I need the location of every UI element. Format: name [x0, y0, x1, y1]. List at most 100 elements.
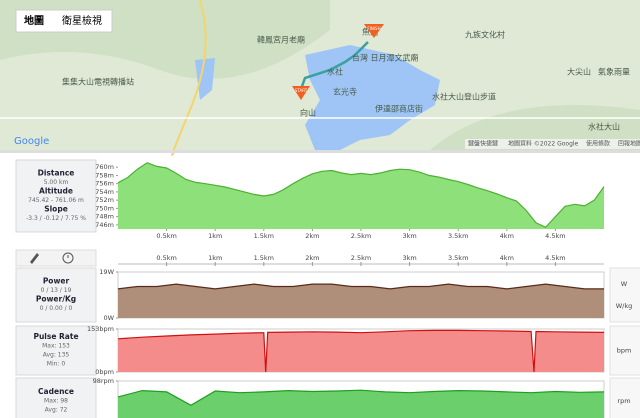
x-tick-label: 1.5km — [254, 254, 274, 262]
x-tick-label: 4km — [500, 232, 514, 240]
place-label[interactable]: 集集大山電視轉播站 — [62, 77, 134, 87]
unit-label: bpm — [617, 347, 632, 355]
footer-text: 地圖資料 ©2022 Google — [508, 140, 579, 148]
x-tick-label: 3km — [402, 254, 416, 262]
x-tick-label: 1km — [208, 232, 222, 240]
place-label[interactable]: 氣象雨量 — [598, 67, 630, 77]
y-tick-label: 98rpm — [93, 377, 114, 385]
x-tick-label: 1.5km — [254, 232, 274, 240]
unit-label: W/kg — [616, 302, 633, 310]
area-fill — [118, 390, 604, 418]
y-tick-label: 19W — [99, 268, 114, 276]
y-tick-label: 0W — [103, 314, 114, 322]
divider — [0, 150, 640, 153]
info-label: Distance — [38, 169, 75, 178]
map-footer — [465, 139, 640, 149]
y-tick-label: 746m — [95, 221, 114, 229]
area-fill — [118, 330, 604, 372]
area-line — [117, 283, 604, 290]
footer-link[interactable]: 使用條款 — [586, 140, 610, 148]
unit-label: W — [621, 280, 628, 288]
y-tick-label: 748m — [95, 213, 114, 221]
info-box — [15, 267, 97, 323]
info-value: Avg: 72 — [45, 407, 68, 414]
place-label[interactable]: 水社大山登山步道 — [432, 92, 496, 102]
y-tick-label: 760m — [95, 163, 114, 171]
x-tick-label: 3.5km — [448, 232, 468, 240]
google-logo: Google — [14, 136, 49, 147]
x-tick-label: 2km — [305, 254, 319, 262]
place-label[interactable]: 水社 — [327, 67, 343, 77]
area-fill — [118, 284, 604, 318]
area-line — [117, 389, 605, 406]
place-label[interactable]: 玄光寺 — [333, 87, 357, 97]
map-type-bar — [15, 9, 113, 33]
info-value: Max: 153 — [42, 343, 70, 350]
unit-box — [609, 325, 640, 376]
route — [298, 41, 369, 93]
road — [171, 0, 207, 156]
y-tick-label: 153bpm — [87, 325, 114, 333]
place-label[interactable]: 伊達邵商店街 — [375, 104, 423, 114]
info-box — [15, 159, 97, 233]
info-box — [15, 377, 97, 418]
info-box — [15, 325, 97, 376]
y-tick-label: 754m — [95, 188, 114, 196]
footer-link[interactable]: 鍵盤快捷鍵 — [468, 140, 498, 148]
terrain — [430, 105, 640, 150]
x-tick-label: 1km — [208, 254, 222, 262]
info-label: Power — [43, 277, 70, 286]
x-tick-label: 4.5km — [545, 232, 565, 240]
edit-icon[interactable] — [30, 253, 39, 264]
unit-box — [609, 267, 640, 323]
unit-box — [609, 377, 640, 418]
start-label: START — [295, 88, 308, 93]
timer-icon[interactable] — [62, 252, 74, 264]
x-tick-label: 2.5km — [351, 254, 371, 262]
area-line — [117, 162, 605, 229]
start-marker[interactable] — [292, 86, 310, 100]
x-tick-label: 2km — [305, 232, 319, 240]
satellite-button[interactable]: 衛星檢視 — [62, 14, 102, 27]
x-tick-label: 3.5km — [448, 254, 468, 262]
info-value: Min: 0 — [47, 361, 66, 368]
info-label: Cadence — [38, 387, 74, 396]
lake — [195, 58, 215, 100]
info-value: Max: 98 — [44, 398, 68, 405]
map-button[interactable]: 地圖 — [24, 14, 44, 27]
info-label: Slope — [44, 205, 68, 214]
info-value: 0 / 13 / 19 — [41, 287, 72, 294]
y-tick-label: 752m — [95, 196, 114, 204]
info-value: -3.3 / -0.12 / 7.75 % — [26, 215, 86, 222]
footer-link[interactable]: 回報地圖錯誤 — [618, 140, 640, 148]
info-label: Power/Kg — [36, 295, 76, 304]
area-fill — [118, 162, 604, 229]
place-label[interactable]: 向山 — [300, 108, 316, 118]
info-label: Altitude — [39, 187, 73, 196]
place-label[interactable]: 水社大山 — [588, 122, 620, 132]
x-tick-label: 0.5km — [156, 254, 176, 262]
y-tick-label: 0bpm — [95, 368, 114, 376]
tab-bar — [15, 249, 97, 267]
finish-marker[interactable] — [364, 24, 384, 38]
info-value: 0 / 0.00 / 0 — [40, 305, 73, 312]
x-tick-label: 0.5km — [156, 232, 176, 240]
y-tick-label: 750m — [95, 204, 114, 212]
info-value: Avg: 135 — [43, 352, 70, 359]
place-label[interactable]: 韓鳳宮月老廟 — [257, 35, 305, 45]
place-label[interactable]: 大尖山 — [567, 67, 591, 77]
unit-label: rpm — [617, 397, 630, 405]
info-value: 745.42 - 761.06 m — [28, 197, 84, 204]
y-tick-label: 756m — [95, 180, 114, 188]
place-label[interactable]: 台灣 日月潭文武廟 — [352, 53, 419, 63]
x-tick-label: 3km — [402, 232, 416, 240]
info-value: 5.00 km — [44, 179, 69, 186]
x-tick-label: 4.5km — [545, 254, 565, 262]
lake — [305, 45, 440, 150]
area-line — [117, 329, 605, 373]
place-label[interactable]: 九族文化村 — [465, 30, 505, 40]
info-label: Pulse Rate — [33, 332, 78, 341]
x-tick-label: 4km — [500, 254, 514, 262]
